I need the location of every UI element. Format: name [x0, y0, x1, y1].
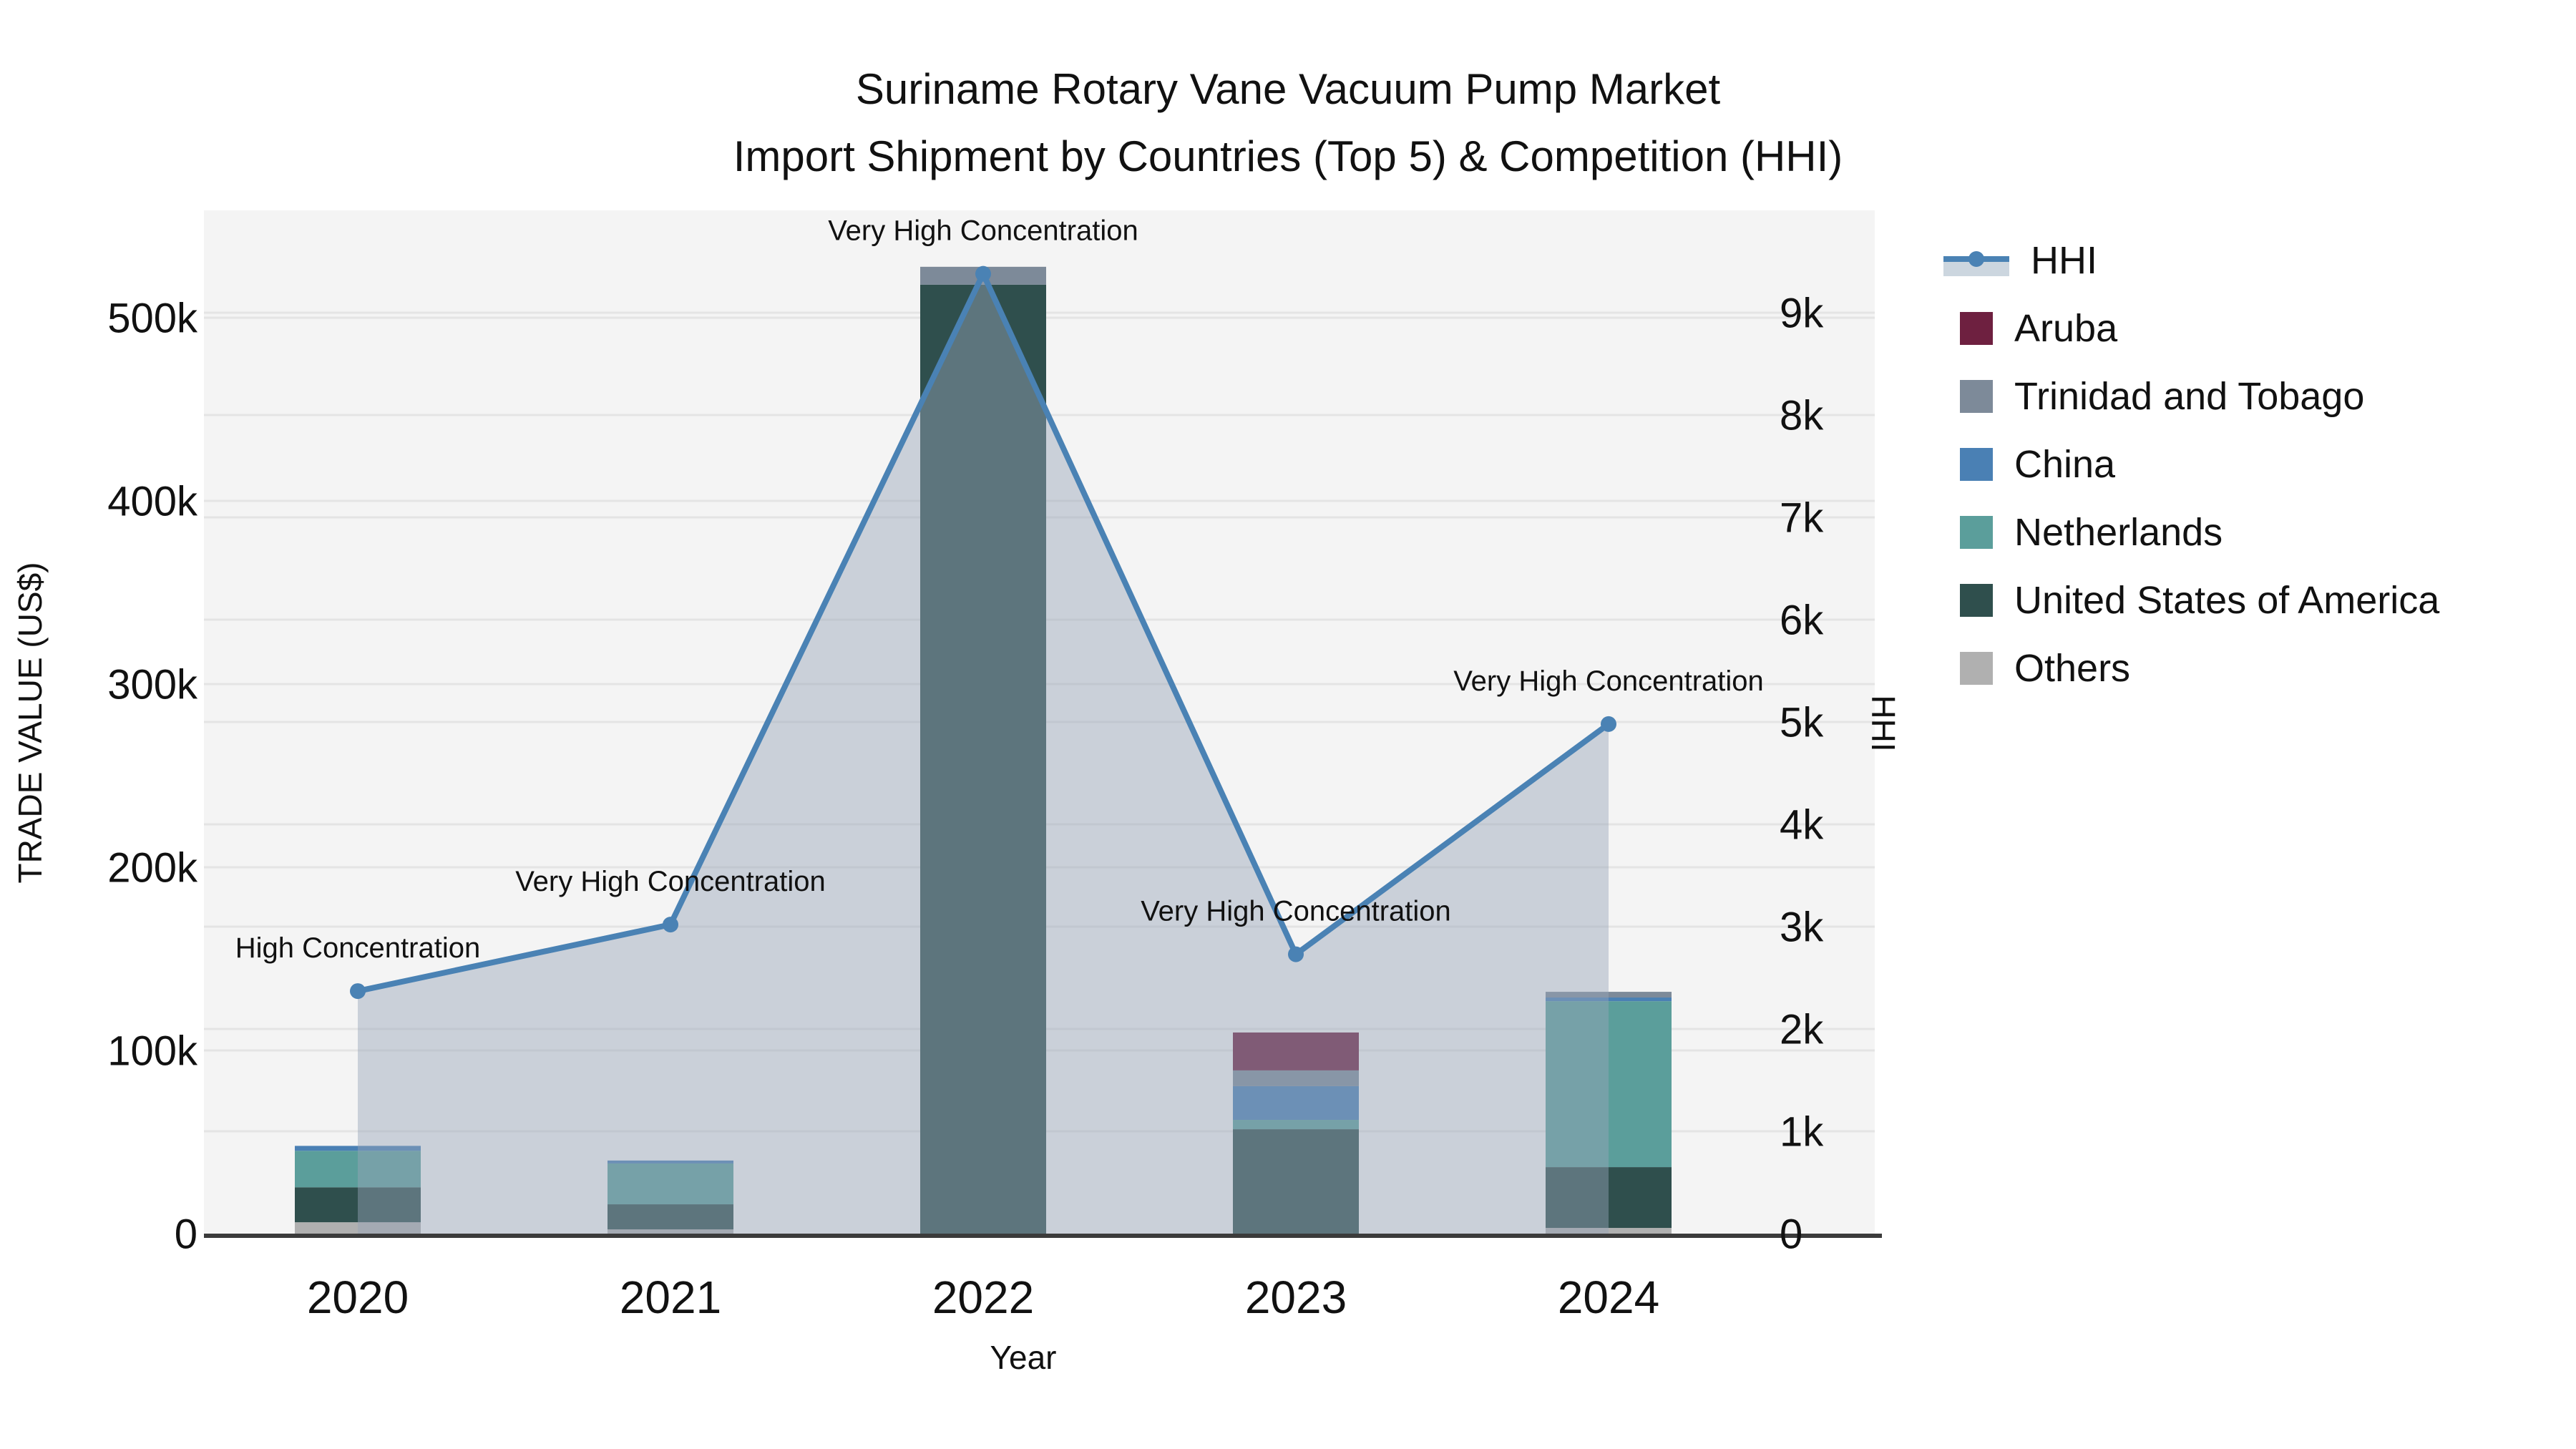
x-axis-tick-label-2023: 2023	[1245, 1272, 1347, 1323]
hhi-marker-2020	[350, 983, 366, 1000]
chart-title: Suriname Rotary Vane Vacuum Pump Market …	[0, 56, 2576, 190]
annotation-2024: Very High Concentration	[1453, 665, 1764, 697]
legend-item-others[interactable]: Others	[1943, 634, 2439, 702]
legend-item-label: United States of America	[2014, 578, 2440, 622]
right-axis-tick-label: 2k	[1780, 1006, 1824, 1053]
legend-swatch-icon	[1960, 311, 1993, 345]
legend-item-china[interactable]: China	[1943, 430, 2439, 498]
bar-segment-netherlands-2020	[295, 1151, 421, 1188]
bar-segment-netherlands-2024	[1546, 1001, 1672, 1168]
bar-segment-others-2021	[608, 1229, 733, 1234]
chart-title-line1: Suriname Rotary Vane Vacuum Pump Market	[855, 65, 1721, 113]
bar-segment-others-2024	[1546, 1228, 1672, 1234]
bar-segment-united-states-of-america-2023	[1233, 1129, 1359, 1234]
bar-segment-trinidad-and-tobago-2023	[1233, 1070, 1359, 1086]
legend-item-trinidad-and-tobago[interactable]: Trinidad and Tobago	[1943, 362, 2439, 430]
legend-swatch-icon	[1960, 447, 1993, 481]
left-axis-title: TRADE VALUE (US$)	[11, 562, 49, 884]
hhi-marker-2021	[663, 917, 678, 933]
legend-swatch-icon	[1960, 379, 1993, 413]
left-axis-tick-label: 400k	[107, 478, 198, 525]
legend-item-hhi[interactable]: HHI	[1943, 226, 2439, 294]
x-axis-tick-label-2024: 2024	[1558, 1272, 1659, 1323]
right-axis-tick-label: 6k	[1780, 597, 1824, 643]
x-axis-line	[204, 1234, 1882, 1238]
right-axis-tick-label: 3k	[1780, 904, 1824, 950]
legend-line-sample-icon	[1943, 241, 2009, 280]
hhi-marker-2022	[975, 265, 991, 282]
legend-item-netherlands[interactable]: Netherlands	[1943, 498, 2439, 566]
right-axis-tick-label: 8k	[1780, 392, 1824, 439]
hhi-marker-2024	[1601, 716, 1616, 732]
chart-title-line2: Import Shipment by Countries (Top 5) & C…	[733, 132, 1843, 180]
bar-segment-china-2023	[1233, 1085, 1359, 1121]
bar-segment-netherlands-2021	[608, 1163, 733, 1205]
right-axis-title: HHI	[1865, 695, 1902, 752]
legend-item-label: Others	[2014, 646, 2131, 690]
legend-item-label: Aruba	[2014, 306, 2118, 350]
right-axis-tick-label: 7k	[1780, 494, 1824, 541]
bar-segment-aruba-2023	[1233, 1032, 1359, 1070]
bar-segment-united-states-of-america-2020	[295, 1187, 421, 1223]
legend-item-label: China	[2014, 442, 2116, 486]
legend-swatch-icon	[1960, 651, 1993, 685]
right-axis-tick-label: 0	[1780, 1211, 1802, 1257]
left-axis-tick-label: 0	[175, 1211, 197, 1257]
bar-segment-trinidad-and-tobago-2024	[1546, 992, 1672, 998]
annotation-2021: Very High Concentration	[515, 866, 826, 897]
legend-item-united-states-of-america[interactable]: United States of America	[1943, 566, 2439, 634]
legend-swatch-icon	[1960, 515, 1993, 549]
bar-segment-china-2021	[608, 1160, 733, 1163]
legend-item-label: HHI	[2031, 238, 2097, 282]
x-axis-tick-label-2020: 2020	[307, 1272, 409, 1323]
bar-segment-others-2020	[295, 1222, 421, 1234]
left-axis-tick-label: 500k	[107, 295, 198, 341]
x-axis-tick-label-2022: 2022	[932, 1272, 1034, 1323]
hhi-area-fill	[358, 273, 1609, 1234]
left-axis-tick-label: 200k	[107, 844, 198, 891]
x-axis-title: Year	[990, 1339, 1057, 1376]
bar-segment-united-states-of-america-2024	[1546, 1167, 1672, 1229]
right-axis-tick-label: 4k	[1780, 801, 1824, 848]
bar-segment-china-2024	[1546, 997, 1672, 1002]
left-axis-tick-label: 100k	[107, 1028, 198, 1074]
legend-item-label: Netherlands	[2014, 510, 2223, 554]
bar-segment-united-states-of-america-2021	[608, 1204, 733, 1230]
bar-segment-china-2020	[295, 1146, 421, 1151]
hhi-marker-2023	[1288, 946, 1304, 962]
legend-item-aruba[interactable]: Aruba	[1943, 294, 2439, 362]
right-axis-tick-label: 9k	[1780, 290, 1824, 336]
right-axis-tick-label: 1k	[1780, 1108, 1824, 1155]
annotation-2020: High Concentration	[235, 932, 480, 964]
left-axis-tick-label: 300k	[107, 661, 198, 708]
right-axis-tick-label: 5k	[1780, 699, 1824, 746]
legend-item-label: Trinidad and Tobago	[2014, 374, 2365, 418]
annotation-2023: Very High Concentration	[1141, 896, 1451, 927]
annotation-2022: Very High Concentration	[828, 215, 1138, 247]
legend-swatch-icon	[1960, 583, 1993, 617]
x-axis-tick-label-2021: 2021	[620, 1272, 721, 1323]
bar-segment-united-states-of-america-2022	[920, 284, 1046, 1234]
legend: HHI Aruba Trinidad and Tobago China Netherla…	[1943, 226, 2439, 702]
bar-segment-netherlands-2023	[1233, 1120, 1359, 1130]
